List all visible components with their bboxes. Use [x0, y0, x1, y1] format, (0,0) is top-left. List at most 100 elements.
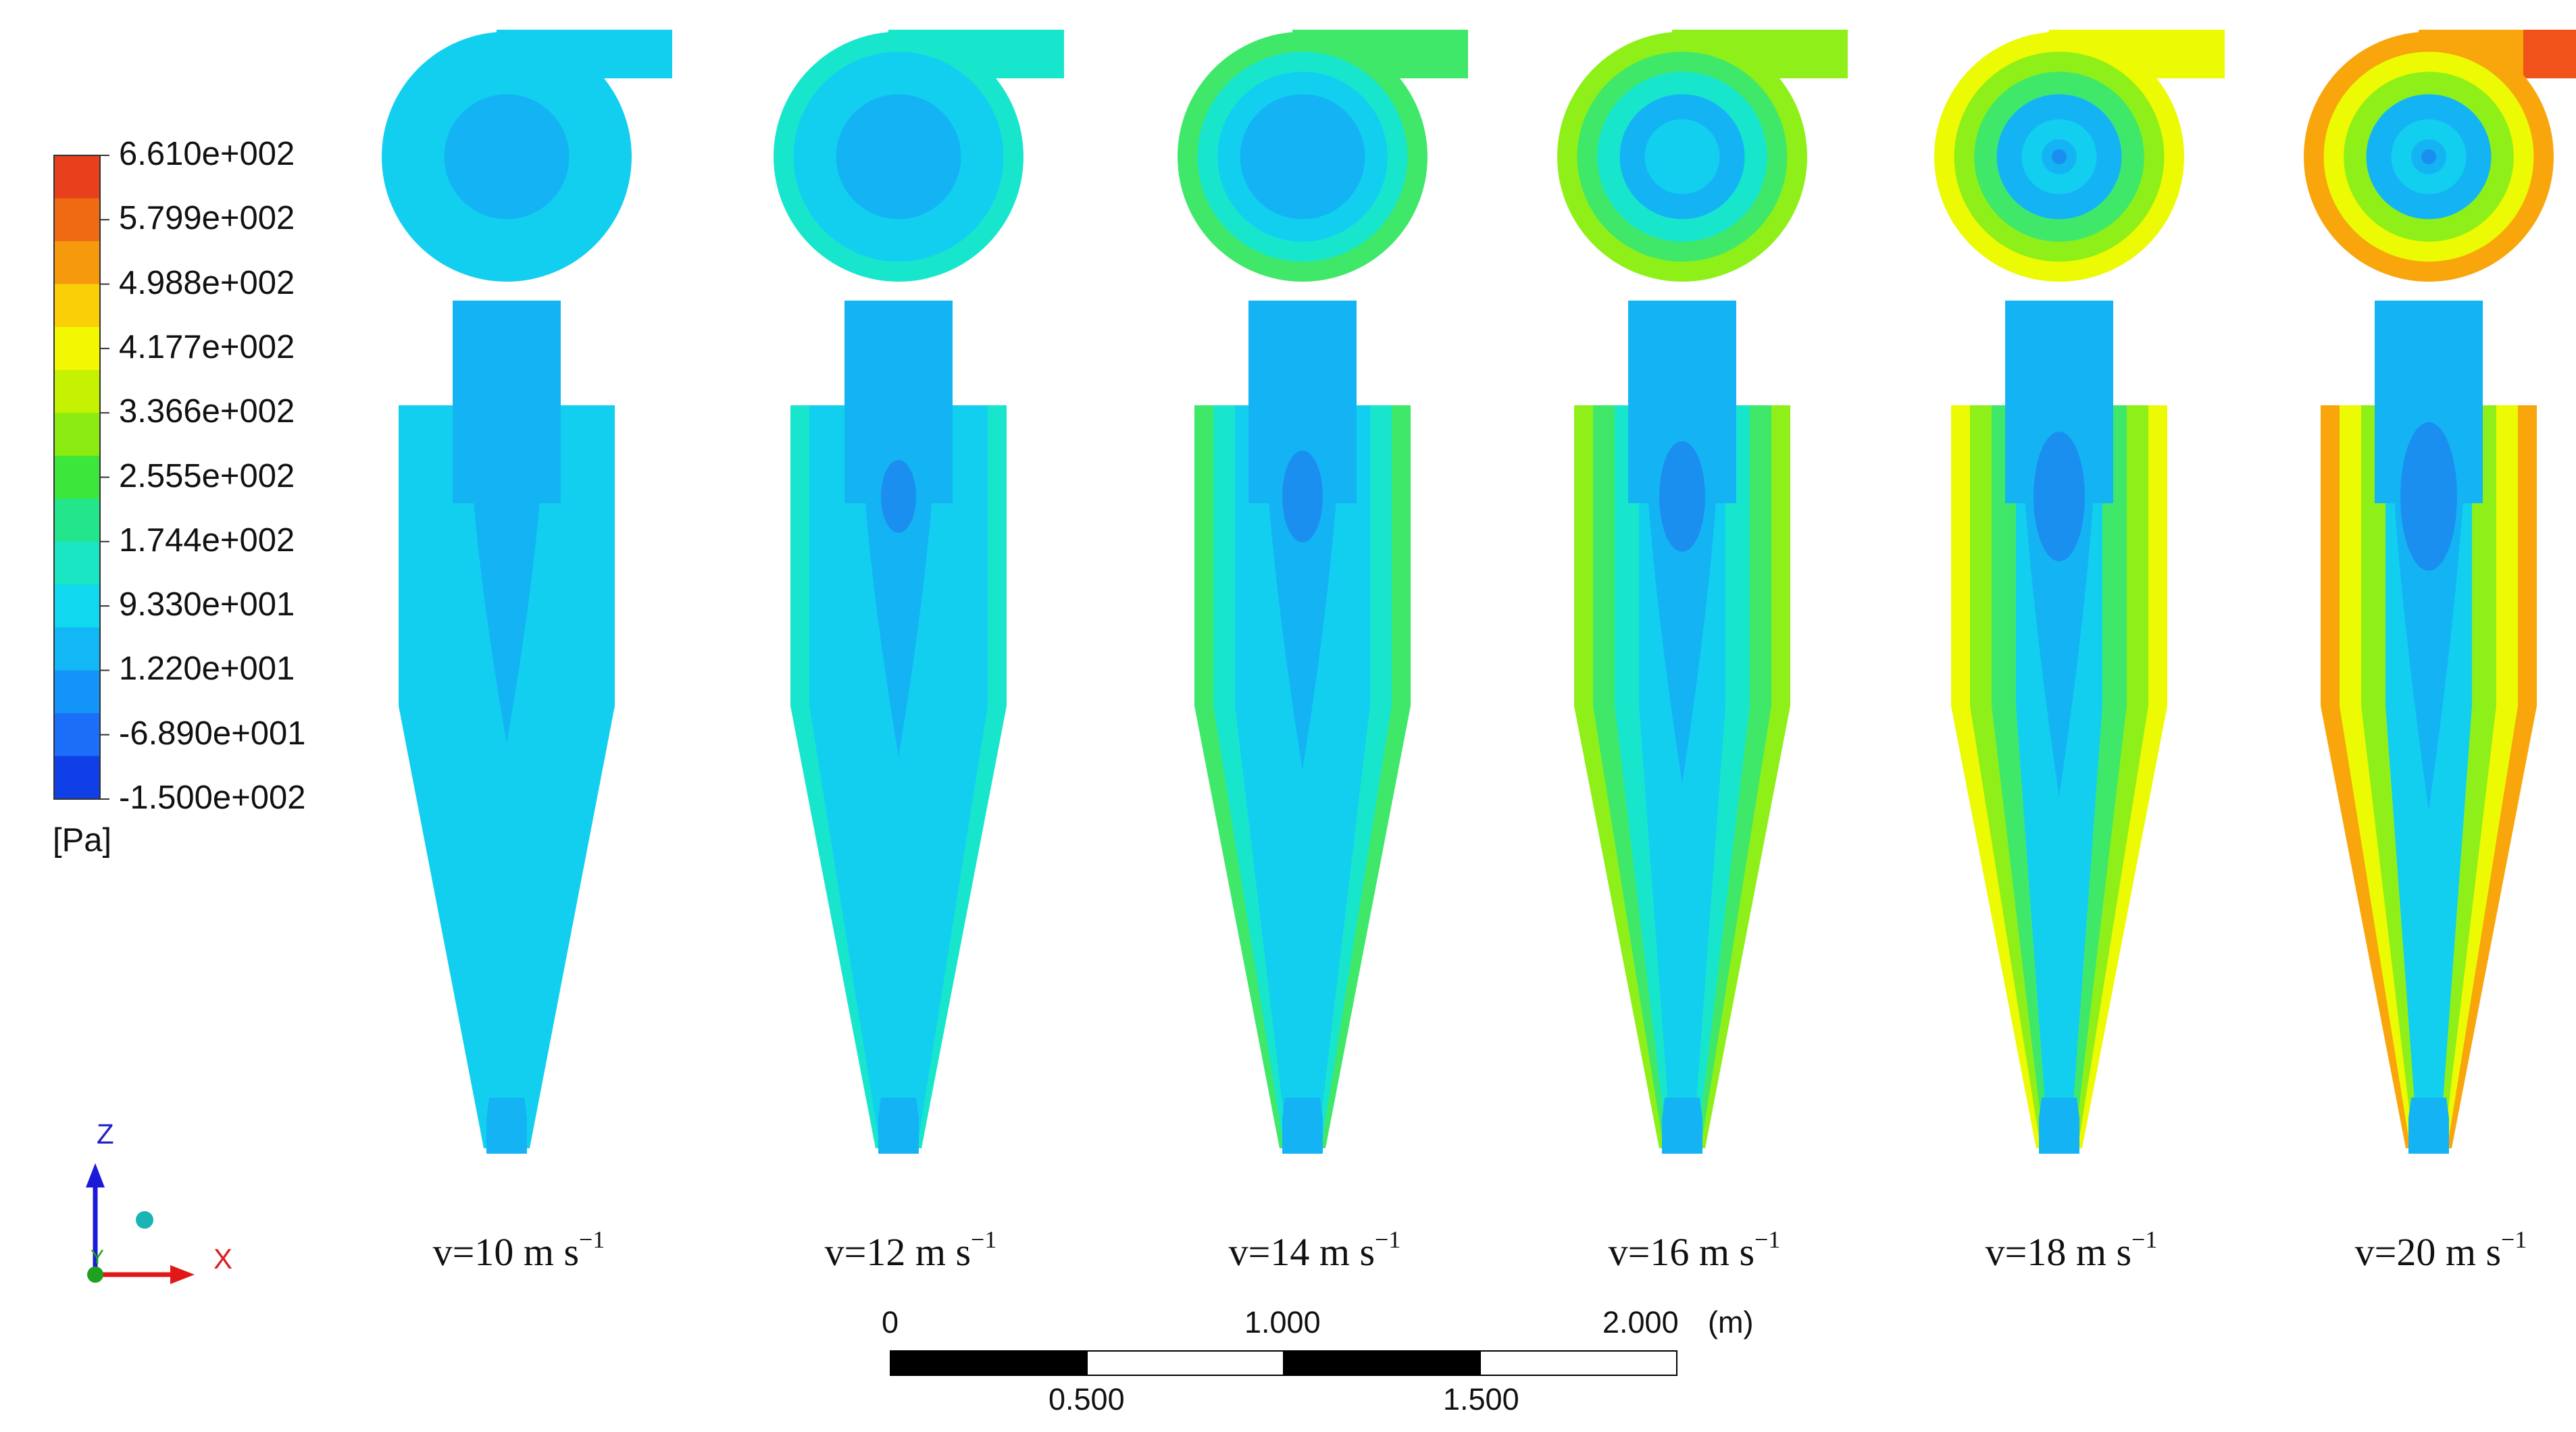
side-view-outlet-top: [2375, 301, 2483, 310]
legend-unit: [Pa]: [53, 822, 112, 859]
cyclone-panel-5: [1934, 30, 2225, 1154]
side-view-low-pressure-eye: [2400, 422, 2457, 571]
legend-band-0: [54, 155, 100, 199]
legend-band-8: [54, 498, 100, 542]
cyclone-panel-1: [382, 30, 672, 1154]
cyclone-panels: [382, 30, 2576, 1154]
scale-bar: [890, 1350, 1677, 1376]
velocity-label-exponent: −1: [1375, 1226, 1401, 1253]
side-view-dust-outlet: [1282, 1098, 1323, 1154]
legend-band-2: [54, 241, 100, 285]
velocity-label-text: v=18 m s: [1985, 1230, 2132, 1274]
legend-band-1: [54, 198, 100, 242]
legend-label-2: 4.988e+002: [119, 264, 295, 301]
legend-label-1: 5.799e+002: [119, 200, 295, 237]
scale-bar-segment-1: [1086, 1350, 1284, 1376]
velocity-label-4: v=16 m s−1: [1608, 1227, 1781, 1275]
legend-label-5: 2.555e+002: [119, 457, 295, 494]
scale-bar-segment-2: [1283, 1350, 1481, 1376]
scale-label-1000: 1.000: [1244, 1305, 1321, 1339]
side-view-vortex-core: [468, 324, 546, 743]
side-view-dust-outlet: [1662, 1098, 1702, 1154]
velocity-label-text: v=10 m s: [432, 1230, 580, 1274]
velocity-label-2: v=12 m s−1: [824, 1226, 997, 1275]
cyclone-panel-4: [1557, 30, 1848, 1154]
velocity-label-text: v=12 m s: [824, 1230, 971, 1274]
legend-band-12: [54, 670, 100, 714]
legend-band-10: [54, 584, 100, 628]
legend-label-8: 1.220e+001: [119, 650, 295, 688]
scale-unit-label: (m): [1708, 1305, 1754, 1339]
side-view-vortex-core: [859, 324, 938, 757]
side-view-low-pressure-eye: [1659, 441, 1705, 552]
velocity-label-text: v=14 m s: [1228, 1230, 1375, 1274]
top-view-core: [444, 94, 570, 220]
scale-bar-segment-0: [890, 1350, 1088, 1376]
side-view-outlet-top: [1628, 301, 1736, 310]
velocity-label-text: v=20 m s: [2354, 1230, 2502, 1274]
scale-label-1500: 1.500: [1443, 1382, 1519, 1416]
side-view-outlet-top: [844, 301, 953, 310]
scale-label-0: 0: [882, 1305, 899, 1339]
top-view-eye: [2421, 149, 2437, 165]
side-view-outlet-top: [2005, 301, 2113, 310]
side-view-outlet-top: [1248, 301, 1357, 310]
velocity-label-1: v=10 m s−1: [432, 1226, 605, 1275]
side-view-dust-outlet: [2408, 1098, 2449, 1154]
legend-band-13: [54, 713, 100, 757]
legend-band-11: [54, 627, 100, 671]
side-view-outlet-top: [453, 301, 561, 310]
velocity-label-exponent: −1: [2501, 1226, 2527, 1253]
top-view-core: [1240, 94, 1365, 220]
cyclone-panel-3: [1178, 30, 1468, 1154]
velocity-label-5: v=18 m s−1: [1985, 1226, 2158, 1275]
z-axis-arrowhead: [86, 1163, 105, 1187]
top-view-inlet-tip: [2523, 30, 2576, 78]
origin-dot: [87, 1267, 103, 1283]
side-view-vortex-core: [1263, 324, 1342, 770]
velocity-label-6: v=20 m s−1: [2354, 1226, 2527, 1275]
velocity-label-exponent: −1: [579, 1226, 605, 1253]
scale-label-2000: 2.000: [1602, 1305, 1679, 1339]
top-view-eye: [2051, 149, 2067, 165]
velocity-label-3: v=14 m s−1: [1228, 1226, 1401, 1275]
side-view-low-pressure-eye: [1282, 451, 1323, 542]
cyclone-panel-6: [2304, 30, 2576, 1154]
velocity-label-exponent: −1: [971, 1226, 997, 1253]
scale-bar-segment-3: [1480, 1350, 1677, 1376]
side-view-low-pressure-eye: [881, 460, 916, 533]
side-view-dust-outlet: [2039, 1098, 2079, 1154]
y-axis-label: Y: [91, 1246, 105, 1269]
legend-label-9: -6.890e+001: [119, 715, 306, 752]
velocity-label-exponent: −1: [2131, 1226, 2158, 1253]
top-view-core: [836, 94, 961, 220]
legend-band-5: [54, 369, 100, 413]
legend-band-9: [54, 541, 100, 585]
pressure-color-legend: [53, 155, 109, 800]
z-axis-label: Z: [97, 1118, 114, 1150]
cyclone-panel-2: [774, 30, 1064, 1154]
x-axis-label: X: [213, 1243, 233, 1275]
top-view-inner-core: [1644, 119, 1720, 195]
side-view-dust-outlet: [486, 1098, 527, 1154]
legend-band-6: [54, 413, 100, 457]
legend-band-7: [54, 455, 100, 499]
top-view-inlet-tip: [2154, 30, 2225, 78]
legend-label-3: 4.177e+002: [119, 328, 295, 365]
legend-band-3: [54, 284, 100, 328]
legend-label-4: 3.366e+002: [119, 393, 295, 430]
velocity-label-text: v=16 m s: [1608, 1230, 1755, 1274]
x-axis-arrowhead: [170, 1265, 195, 1284]
legend-label-6: 1.744e+002: [119, 521, 295, 559]
legend-label-10: -1.500e+002: [119, 779, 306, 816]
legend-label-7: 9.330e+001: [119, 586, 295, 623]
axis-triad: [86, 1163, 195, 1284]
y-axis-dot: [136, 1211, 153, 1229]
legend-band-4: [54, 327, 100, 371]
legend-band-14: [54, 756, 100, 800]
side-view-dust-outlet: [878, 1098, 919, 1154]
scale-label-0500: 0.500: [1049, 1382, 1125, 1416]
legend-label-0: 6.610e+002: [119, 136, 295, 172]
side-view-low-pressure-eye: [2034, 432, 2085, 561]
